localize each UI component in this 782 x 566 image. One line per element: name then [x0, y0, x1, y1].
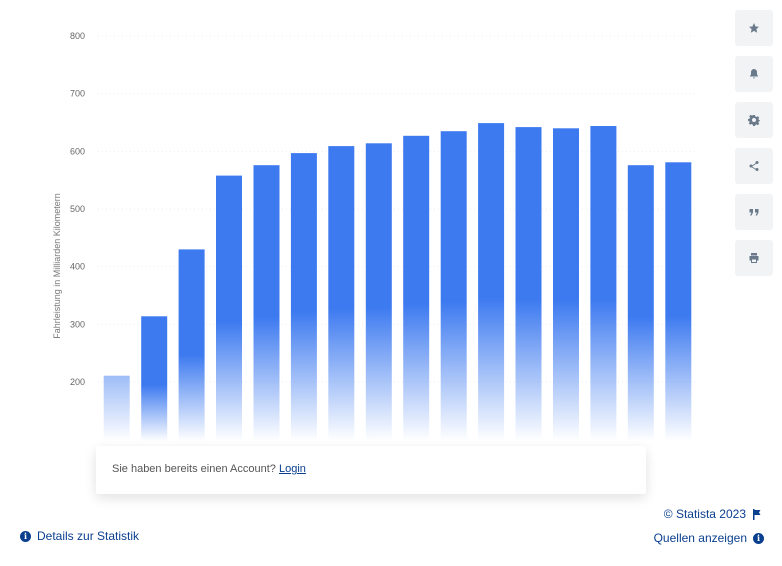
- bar: [253, 165, 280, 441]
- bar: [328, 146, 355, 441]
- star-icon: [749, 23, 759, 33]
- bar: [141, 316, 168, 441]
- login-prompt-text: Sie haben bereits einen Account?: [112, 463, 276, 475]
- notification-button[interactable]: [735, 56, 773, 92]
- y-tick-label: 800: [70, 31, 85, 41]
- bar: [365, 143, 392, 442]
- y-tick-label: 500: [70, 204, 85, 214]
- bar: [515, 127, 542, 441]
- bars: [103, 123, 692, 442]
- flag-icon[interactable]: [752, 508, 762, 520]
- print-icon: [749, 253, 759, 263]
- chart-area: 200 300 400 500 600 700 800 Fahrleistung in Mi…: [52, 31, 697, 442]
- share-button[interactable]: [735, 148, 773, 184]
- login-prompt: Sie haben bereits einen Account? Login: [112, 463, 306, 475]
- info-icon: i: [20, 530, 31, 542]
- bar-chart: 200 300 400 500 600 700 800 Fahrleistung in Mi…: [52, 31, 697, 442]
- y-tick-label: 700: [70, 89, 85, 99]
- y-axis-ticks: 200 300 400 500 600 700 800: [70, 31, 85, 387]
- bar: [178, 249, 205, 441]
- favorite-button[interactable]: [735, 10, 773, 46]
- y-tick-label: 400: [70, 262, 85, 272]
- bar: [216, 175, 242, 441]
- y-tick-label: 200: [70, 377, 85, 387]
- y-tick-label: 600: [70, 146, 85, 156]
- bar: [627, 165, 654, 441]
- statistic-details-text: Details zur Statistik: [37, 529, 140, 543]
- y-tick-label: 300: [70, 319, 85, 329]
- settings-button[interactable]: [735, 102, 773, 138]
- bar: [440, 131, 467, 442]
- copyright: © Statista 2023: [664, 507, 762, 521]
- bar: [403, 135, 430, 442]
- citation-button[interactable]: [735, 194, 773, 230]
- info-icon: i: [753, 532, 764, 544]
- share-icon: [749, 161, 759, 171]
- bar: [590, 126, 617, 441]
- show-sources-link[interactable]: Quellen anzeigen i: [654, 531, 764, 545]
- quote-icon: [749, 209, 759, 216]
- bar: [290, 153, 317, 441]
- y-axis-label: Fahrleistung in Milliarden Kilometern: [52, 193, 62, 339]
- login-prompt-card: Sie haben bereits einen Account? Login: [96, 446, 646, 494]
- login-link[interactable]: Login: [278, 463, 306, 475]
- bar: [553, 128, 579, 442]
- show-sources-text: Quellen anzeigen: [653, 531, 747, 545]
- bar: [665, 162, 692, 442]
- copyright-text: © Statista 2023: [663, 507, 746, 521]
- gear-icon: [748, 114, 760, 126]
- bell-icon: [750, 69, 758, 79]
- print-button[interactable]: [735, 240, 773, 276]
- statistic-details-link[interactable]: i Details zur Statistik: [20, 529, 139, 543]
- bar: [103, 375, 130, 441]
- bar: [478, 123, 505, 441]
